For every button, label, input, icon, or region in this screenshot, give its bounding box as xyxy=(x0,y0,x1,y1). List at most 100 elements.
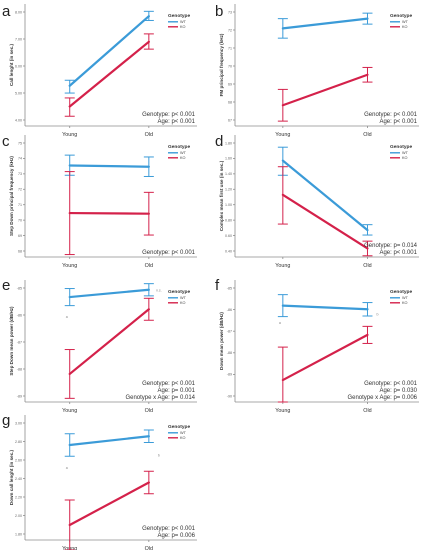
x-tick-label: Old xyxy=(145,546,153,550)
x-tick-label: Old xyxy=(363,132,371,138)
legend-label: KO xyxy=(180,156,186,160)
series-ko xyxy=(277,166,373,257)
panel-c: c 75 74 73 72 71 70 69 68 Step Down principal fre… xyxy=(2,133,197,269)
y-tick-label: 71 xyxy=(18,203,22,207)
panel-f: f -85 -86 -87 -88 -89 -90 Down mean power (dB/H… xyxy=(215,277,419,414)
legend-label: KO xyxy=(180,25,186,29)
legend-title: Genotype xyxy=(168,144,190,150)
y-tick-label: 1.20 xyxy=(225,188,232,192)
panel-e: e -85 -86 -87 -88 -89 Step Down mean power (dB… xyxy=(2,277,197,414)
legend-title: Genotype xyxy=(390,289,412,295)
x-tick-label: Young xyxy=(62,132,77,138)
y-tick-label: 67 xyxy=(228,118,232,122)
x-tick-label: Young xyxy=(275,263,290,269)
y-tick-label: 72 xyxy=(18,188,22,192)
series-line xyxy=(281,159,369,232)
y-tick-label: 1.00 xyxy=(225,203,232,207)
panel-letter: c xyxy=(2,133,10,150)
series-wt xyxy=(64,154,154,177)
series-wt xyxy=(277,294,373,318)
y-tick-label: -90 xyxy=(227,394,232,398)
panel-letter: g xyxy=(2,412,10,429)
y-axis-label: Call lenght (in sec.) xyxy=(9,43,14,86)
significance-marker: b xyxy=(376,312,378,316)
y-tick-label: 72 xyxy=(228,28,232,32)
series-line xyxy=(68,164,150,168)
significance-marker: b xyxy=(158,453,160,457)
series-line xyxy=(281,73,369,107)
stats-line: Age: p< 0.001 xyxy=(379,250,417,256)
series-line xyxy=(281,17,369,30)
x-tick-label: Old xyxy=(363,408,371,414)
series-wt xyxy=(64,283,154,307)
series-line xyxy=(281,333,369,382)
legend-label: WT xyxy=(402,151,409,155)
series-ko xyxy=(64,171,154,256)
stats-line: Age: p< 0.001 xyxy=(379,119,417,125)
stats-line: Genotype: p< 0.001 xyxy=(364,381,418,387)
legend-title: Genotype xyxy=(390,13,412,19)
series-ko xyxy=(277,66,373,122)
y-tick-label: -85 xyxy=(17,286,22,290)
stats-line: Genotype x Age: p= 0.014 xyxy=(125,395,195,401)
y-tick-label: 0.40 xyxy=(225,249,232,253)
stats-line: Genotype: p< 0.001 xyxy=(142,250,196,256)
legend-label: WT xyxy=(180,20,187,24)
legend-label: WT xyxy=(402,296,409,300)
y-tick-label: 70 xyxy=(18,218,22,222)
stats-line: Genotype: p< 0.001 xyxy=(142,381,196,387)
y-tick-label: 6.00 xyxy=(15,64,22,68)
stats-line: Age: p= 0.030 xyxy=(379,388,417,394)
stats-line: Genotype x Age: p= 0.006 xyxy=(347,395,417,401)
series-line xyxy=(68,40,150,108)
y-tick-label: 7.00 xyxy=(15,37,22,41)
series-ko xyxy=(64,470,154,550)
x-tick-label: Old xyxy=(145,132,153,138)
y-tick-label: 2.00 xyxy=(15,514,22,518)
series-wt xyxy=(277,12,373,39)
stats-line: Genotype: p< 0.001 xyxy=(142,526,196,532)
y-tick-label: 71 xyxy=(228,46,232,50)
panel-letter: b xyxy=(215,3,223,20)
y-tick-label: 1.60 xyxy=(225,157,232,161)
y-tick-label: -88 xyxy=(227,351,232,355)
series-line xyxy=(281,304,369,311)
panel-g: g 3.00 2.80 2.60 2.40 2.20 2.00 1.80 Down call l… xyxy=(2,412,197,550)
y-tick-label: -87 xyxy=(227,330,232,334)
x-tick-label: Old xyxy=(363,263,371,269)
legend-label: KO xyxy=(402,301,408,305)
series-line xyxy=(281,193,369,250)
y-tick-label: 0.80 xyxy=(225,218,232,222)
y-tick-label: 1.40 xyxy=(225,172,232,176)
x-tick-label: Old xyxy=(145,263,153,269)
y-tick-label: -86 xyxy=(17,313,22,317)
y-tick-label: 8.00 xyxy=(15,10,22,14)
panel-letter: e xyxy=(2,277,10,294)
y-tick-label: 68 xyxy=(18,249,22,253)
panel-letter: d xyxy=(215,133,223,150)
y-tick-label: 2.40 xyxy=(15,477,22,481)
series-line xyxy=(68,211,150,215)
significance-marker: n.s. xyxy=(156,289,162,293)
y-axis-label: Down mean power (dB/Hz) xyxy=(219,312,224,370)
y-tick-label: 74 xyxy=(18,157,22,161)
y-tick-label: 68 xyxy=(228,100,232,104)
y-axis-label: Step Down principal frequency (kHz) xyxy=(9,156,14,236)
y-tick-label: 2.60 xyxy=(15,458,22,462)
y-tick-label: 4.00 xyxy=(15,118,22,122)
panel-d: d 1.80 1.60 1.40 1.20 1.00 0.80 0.60 0.40 Complex… xyxy=(215,133,419,269)
y-axis-label: Complex mean first use (in sec.) xyxy=(219,160,224,231)
series-line xyxy=(68,435,150,447)
legend-label: WT xyxy=(180,151,187,155)
legend-label: WT xyxy=(402,20,409,24)
x-tick-label: Old xyxy=(145,408,153,414)
y-tick-label: 3.00 xyxy=(15,421,22,425)
x-tick-label: Young xyxy=(62,263,77,269)
series-line xyxy=(68,288,150,299)
y-tick-label: -85 xyxy=(227,286,232,290)
